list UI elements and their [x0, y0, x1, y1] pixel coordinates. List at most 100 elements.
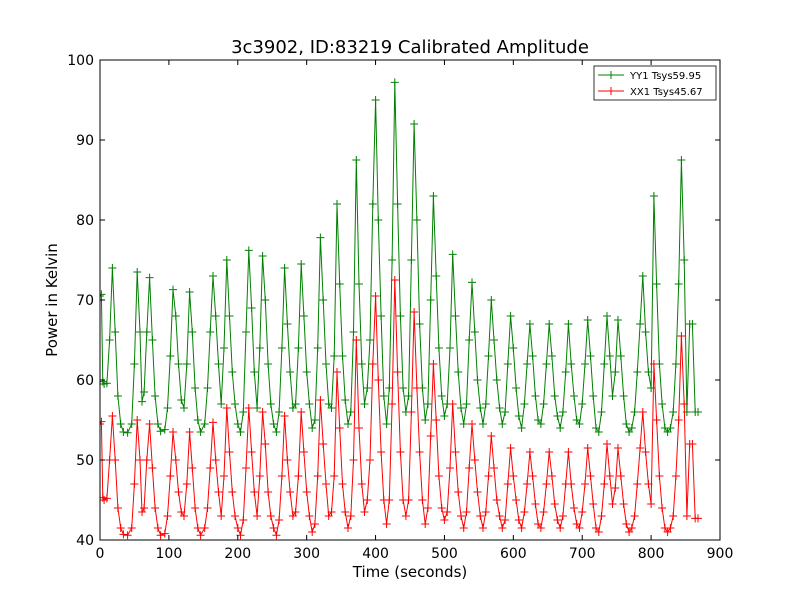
data-point-yy1 — [180, 404, 188, 412]
data-point-yy1 — [390, 78, 399, 87]
data-point-yy1 — [206, 328, 215, 336]
data-point-yy1 — [174, 360, 183, 368]
data-point-yy1 — [203, 384, 212, 392]
data-point-yy1 — [236, 428, 245, 436]
data-point-yy1 — [105, 336, 114, 344]
data-point-xx1 — [647, 500, 656, 508]
data-point-yy1 — [457, 404, 465, 412]
data-point-xx1 — [140, 504, 149, 512]
data-point-yy1 — [355, 280, 363, 288]
data-point-yy1 — [308, 424, 317, 432]
data-point-xx1 — [169, 428, 177, 436]
data-point-xx1 — [481, 508, 490, 516]
data-point-xx1 — [382, 520, 391, 528]
y-axis: 40 50 60 70 80 90 100 — [67, 53, 720, 549]
data-point-yy1 — [465, 336, 474, 344]
data-point-yy1 — [434, 344, 443, 352]
data-point-xx1 — [111, 456, 120, 464]
data-point-yy1 — [677, 156, 686, 164]
data-point-yy1 — [514, 412, 523, 420]
data-point-yy1 — [669, 408, 678, 416]
data-point-xx1 — [231, 512, 239, 520]
data-point-xx1 — [553, 516, 562, 524]
data-point-yy1 — [163, 404, 172, 412]
data-point-xx1 — [457, 512, 465, 520]
data-point-yy1 — [116, 420, 125, 428]
data-point-yy1 — [113, 392, 122, 400]
data-point-yy1 — [545, 320, 554, 328]
data-point-xx1 — [283, 456, 292, 464]
data-point-yy1 — [575, 420, 584, 428]
data-point-xx1 — [142, 456, 151, 464]
data-point-yy1 — [506, 312, 515, 320]
data-point-xx1 — [344, 524, 352, 532]
data-point-yy1 — [142, 328, 151, 336]
data-point-xx1 — [501, 516, 510, 524]
data-point-xx1 — [614, 444, 622, 452]
data-point-xx1 — [578, 508, 587, 516]
data-point-xx1 — [694, 514, 702, 523]
data-point-yy1 — [360, 400, 369, 408]
data-point-xx1 — [136, 456, 144, 464]
data-point-yy1 — [470, 328, 479, 336]
data-point-xx1 — [233, 524, 242, 532]
data-point-xx1 — [622, 520, 631, 528]
data-point-xx1 — [346, 512, 355, 520]
data-point-yy1 — [407, 256, 416, 264]
data-point-yy1 — [528, 352, 537, 360]
data-point-xx1 — [330, 472, 339, 480]
data-point-xx1 — [484, 472, 493, 480]
data-point-yy1 — [503, 360, 512, 368]
data-point-yy1 — [291, 400, 300, 408]
data-point-xx1 — [674, 416, 683, 424]
data-point-xx1 — [459, 524, 468, 532]
data-point-xx1 — [280, 412, 289, 420]
data-point-xx1 — [407, 408, 416, 416]
data-point-xx1 — [404, 496, 413, 504]
data-point-yy1 — [322, 360, 330, 368]
data-point-yy1 — [484, 352, 493, 360]
x-tick-label: 900 — [707, 546, 734, 562]
data-point-xx1 — [523, 480, 532, 488]
data-point-yy1 — [495, 404, 504, 412]
data-point-xx1 — [658, 504, 667, 512]
x-axis: 0 100 200 300 400 500 600 700 800 900 — [96, 60, 734, 562]
data-point-yy1 — [255, 344, 264, 352]
data-point-xx1 — [597, 512, 606, 520]
data-point-xx1 — [277, 472, 286, 480]
data-point-xx1 — [448, 400, 457, 408]
data-point-yy1 — [169, 285, 177, 294]
data-point-xx1 — [214, 488, 223, 496]
data-point-yy1 — [666, 424, 675, 432]
data-point-yy1 — [652, 280, 661, 288]
data-point-yy1 — [622, 420, 631, 428]
data-point-xx1 — [514, 516, 523, 524]
data-point-yy1 — [266, 400, 275, 408]
data-point-xx1 — [401, 512, 410, 520]
data-point-xx1 — [193, 524, 202, 532]
data-point-yy1 — [363, 384, 372, 392]
data-point-yy1 — [302, 368, 311, 376]
data-point-yy1 — [556, 424, 565, 432]
data-point-yy1 — [498, 420, 507, 428]
data-point-yy1 — [644, 368, 653, 376]
data-point-yy1 — [476, 404, 485, 412]
data-point-yy1 — [608, 392, 617, 400]
data-point-yy1 — [148, 336, 157, 344]
data-point-xx1 — [412, 384, 421, 392]
data-point-yy1 — [393, 200, 402, 208]
data-point-xx1 — [490, 464, 498, 472]
data-point-xx1 — [506, 444, 515, 452]
data-point-xx1 — [655, 472, 664, 480]
data-point-yy1 — [258, 252, 267, 260]
legend-label-xx1: XX1 Tsys45.67 — [630, 87, 703, 98]
data-point-yy1 — [130, 360, 139, 368]
data-point-xx1 — [138, 508, 146, 516]
data-point-xx1 — [338, 480, 347, 488]
data-point-xx1 — [688, 440, 697, 448]
data-point-xx1 — [473, 488, 482, 496]
data-point-xx1 — [600, 480, 609, 488]
data-point-xx1 — [570, 504, 578, 512]
data-point-yy1 — [327, 404, 336, 412]
